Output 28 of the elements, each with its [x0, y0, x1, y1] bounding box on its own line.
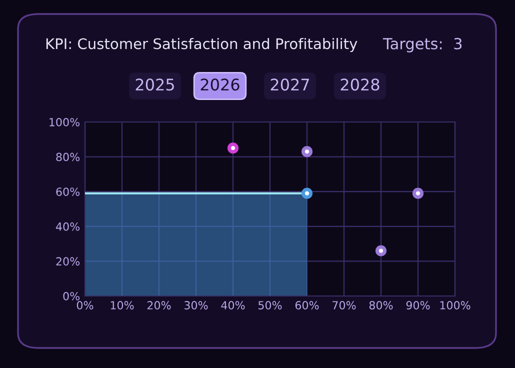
x-tick-label: 90%: [406, 301, 430, 310]
y-tick-label: 0%: [63, 292, 80, 300]
x-tick-label: 70%: [332, 301, 356, 310]
x-tick-label: 60%: [295, 301, 319, 310]
x-tick-label: 100%: [440, 301, 470, 310]
chart-title: KPI: Customer Satisfaction and Profitability: [46, 38, 358, 52]
x-tick-label: 30%: [184, 301, 208, 310]
text: Targets: 3: [382, 38, 462, 52]
y-tick-label: 100%: [50, 118, 80, 126]
x-tick-label: 40%: [221, 301, 245, 310]
point: [412, 188, 424, 199]
x-tick-label: 10%: [110, 301, 134, 310]
x-tick-label: 50%: [258, 301, 282, 310]
point: [227, 142, 239, 154]
point: [375, 245, 387, 256]
text: 2025: [136, 78, 174, 91]
x-tick-label: 80%: [369, 301, 393, 310]
text: 2028: [340, 78, 380, 91]
text: 2026: [200, 78, 240, 91]
y-tick-label: 40%: [56, 222, 80, 231]
x-tick-label: 0%: [76, 301, 94, 310]
text: 2027: [270, 78, 309, 91]
y-tick-label: 80%: [56, 152, 80, 162]
y-tick-label: 60%: [56, 188, 80, 196]
x-tick-label: 20%: [147, 301, 171, 310]
point: [301, 146, 313, 158]
point: [301, 188, 313, 199]
y-tick-label: 20%: [56, 257, 80, 266]
